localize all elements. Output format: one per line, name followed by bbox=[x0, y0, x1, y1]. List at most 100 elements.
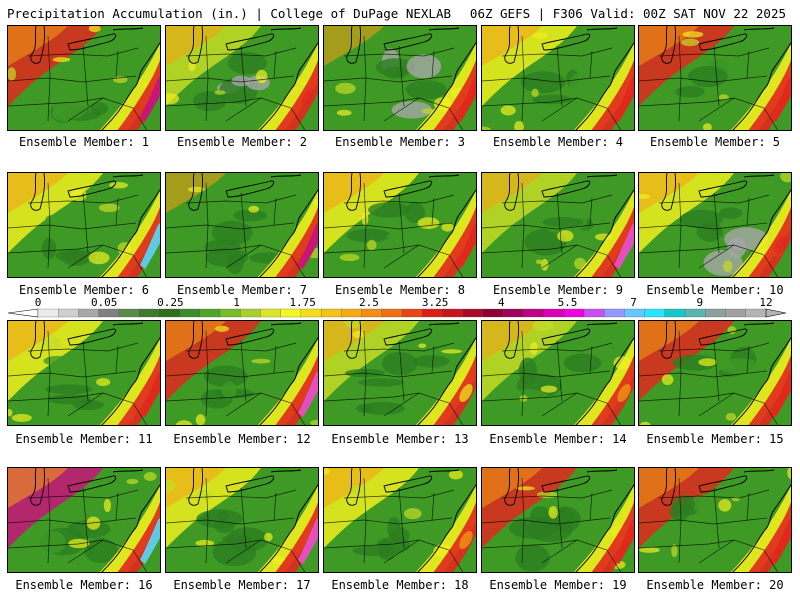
lake-ontario-outline bbox=[270, 174, 302, 178]
state-border bbox=[521, 330, 525, 417]
colorbar-swatch-12 bbox=[280, 308, 302, 318]
state-border bbox=[47, 182, 51, 269]
precip-region-central bbox=[524, 228, 567, 256]
coastline bbox=[732, 337, 791, 425]
state-border bbox=[398, 45, 405, 107]
state-border bbox=[343, 342, 455, 352]
ensemble-member-label-3: Ensemble Member: 3 bbox=[334, 135, 466, 149]
lake-erie-outline bbox=[225, 328, 275, 346]
header-title: Precipitation Accumulation (in.) | Colle… bbox=[7, 6, 452, 21]
colorbar-tick-label: 4 bbox=[498, 297, 505, 309]
state-border bbox=[67, 97, 148, 130]
precip-map-11 bbox=[8, 321, 160, 425]
state-border bbox=[225, 244, 306, 277]
colorbar-swatch-27 bbox=[583, 308, 605, 318]
precip-region-north bbox=[8, 321, 68, 361]
precip-map-4 bbox=[482, 26, 634, 130]
colorbar-swatch-34 bbox=[725, 308, 747, 318]
lake-ontario-outline bbox=[428, 322, 460, 326]
colorbar-tick-label: 5.5 bbox=[558, 297, 578, 309]
state-border bbox=[240, 340, 247, 402]
state-border bbox=[713, 340, 720, 402]
state-border bbox=[273, 345, 277, 374]
precip-speck bbox=[639, 547, 660, 553]
precip-region-north bbox=[482, 173, 542, 213]
ensemble-panel-17 bbox=[165, 467, 319, 573]
precip-speck bbox=[540, 385, 558, 393]
lake-michigan-outline bbox=[661, 26, 676, 64]
ensemble-member-label-19: Ensemble Member: 19 bbox=[489, 578, 627, 592]
precip-speck bbox=[367, 239, 377, 251]
state-border bbox=[678, 330, 682, 417]
precip-speck bbox=[166, 93, 180, 105]
precip-region-central bbox=[346, 228, 391, 243]
lake-michigan-outline bbox=[504, 26, 519, 64]
ensemble-member-label-7: Ensemble Member: 7 bbox=[176, 283, 308, 297]
state-border bbox=[398, 340, 405, 402]
ensemble-panel-9 bbox=[481, 172, 635, 278]
ensemble-panel-16 bbox=[7, 467, 161, 573]
state-border bbox=[115, 492, 119, 521]
state-border bbox=[713, 487, 720, 549]
precip-speck bbox=[88, 26, 101, 33]
lake-erie-outline bbox=[541, 328, 591, 346]
precip-region-central bbox=[253, 366, 279, 390]
state-border bbox=[8, 97, 104, 107]
precip-region-north bbox=[166, 321, 226, 361]
colorbar-tick-label: 1 bbox=[233, 297, 240, 309]
ensemble-member-label-15: Ensemble Member: 15 bbox=[646, 432, 784, 446]
state-border bbox=[324, 539, 420, 549]
state-border bbox=[324, 222, 453, 230]
state-border bbox=[240, 192, 247, 254]
precip-speck bbox=[671, 544, 678, 558]
lake-erie-outline bbox=[383, 180, 433, 198]
state-border bbox=[501, 489, 613, 499]
state-border bbox=[501, 47, 613, 57]
precip-speck bbox=[98, 203, 120, 213]
precip-map-14 bbox=[482, 321, 634, 425]
precip-region-central bbox=[233, 209, 268, 222]
precip-region-north bbox=[8, 173, 68, 213]
ensemble-member-label-2: Ensemble Member: 2 bbox=[176, 135, 308, 149]
precip-region-central bbox=[222, 534, 251, 543]
lake-ontario-outline bbox=[586, 27, 618, 31]
precip-speck bbox=[251, 358, 271, 364]
coastline bbox=[575, 42, 634, 130]
state-border bbox=[482, 539, 578, 549]
precip-speck bbox=[417, 217, 440, 229]
coastline bbox=[101, 484, 160, 572]
ensemble-panel-11 bbox=[7, 320, 161, 426]
precip-speck bbox=[404, 508, 422, 520]
state-border bbox=[501, 194, 613, 204]
state-border bbox=[639, 370, 768, 378]
state-border bbox=[27, 194, 139, 204]
precip-region-central bbox=[227, 51, 267, 75]
ensemble-panel-3 bbox=[323, 25, 477, 131]
precip-map-10 bbox=[639, 173, 791, 277]
precip-region-central bbox=[569, 71, 596, 96]
precip-region-central bbox=[358, 378, 405, 387]
precip-region-central bbox=[724, 227, 769, 251]
state-border bbox=[431, 197, 435, 226]
precip-colorbar: 0 0.05 0.25 1 1.75 2.5 3.25 4 5.5 7 9 12 bbox=[7, 297, 787, 318]
ensemble-panel-10 bbox=[638, 172, 792, 278]
precip-speck bbox=[516, 486, 535, 491]
state-border bbox=[541, 244, 622, 277]
state-border bbox=[166, 75, 295, 83]
colorbar-swatch-24 bbox=[523, 308, 545, 318]
offshore-swath-max bbox=[456, 76, 476, 122]
offshore-swath-max bbox=[774, 235, 788, 255]
precip-speck bbox=[339, 253, 360, 262]
colorbar-swatch-32 bbox=[684, 308, 706, 318]
precip-region-central bbox=[203, 365, 248, 387]
state-border bbox=[363, 477, 367, 564]
state-border bbox=[225, 392, 306, 425]
precip-map-16 bbox=[8, 468, 160, 572]
lake-michigan-outline bbox=[346, 321, 361, 359]
state-border bbox=[343, 47, 455, 57]
precip-region-central bbox=[377, 536, 411, 554]
state-border bbox=[521, 182, 525, 269]
precip-region-central bbox=[560, 387, 582, 398]
lake-michigan-outline bbox=[661, 321, 676, 359]
precip-region-central bbox=[555, 507, 574, 531]
